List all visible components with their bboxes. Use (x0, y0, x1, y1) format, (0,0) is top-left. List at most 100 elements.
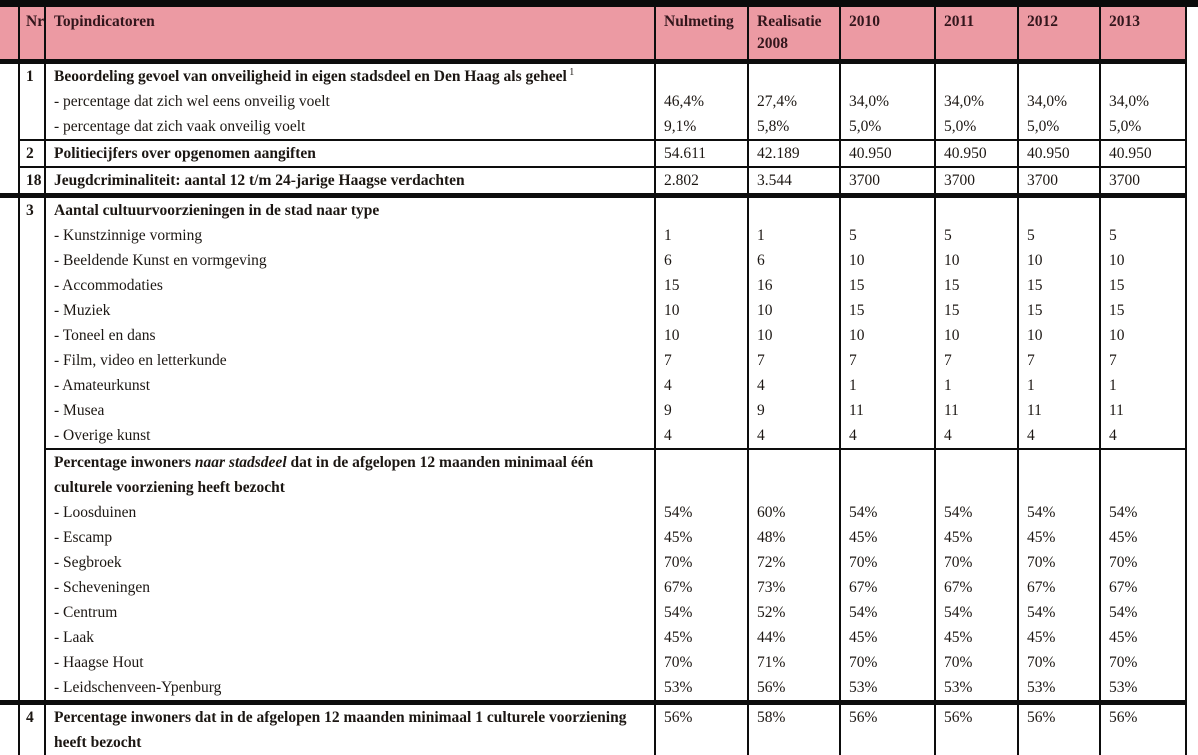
value-line (656, 450, 747, 475)
value-cell: 40.950 (935, 140, 1018, 167)
value-line: 67% (1019, 575, 1099, 600)
value-cell: 3.544 (748, 167, 840, 196)
value-line: 5 (841, 223, 934, 248)
value-cell: 54%45%70%67%54%45%70%53% (655, 449, 748, 703)
value-line: 56% (841, 705, 934, 730)
value-line: 42.189 (749, 141, 839, 166)
indicator-line: - Amateurkunst (46, 373, 654, 398)
value-line: 7 (936, 348, 1017, 373)
indicator-line: Percentage inwoners naar stadsdeel dat i… (46, 450, 654, 475)
value-line: 54% (656, 600, 747, 625)
value-line (1101, 450, 1185, 475)
indicator-phrase: Percentage inwoners (54, 454, 195, 471)
value-line: 54% (841, 600, 934, 625)
value-line: 5,0% (1101, 114, 1185, 139)
indicator-line: culturele voorziening heeft bezocht (46, 475, 654, 500)
value-line: 46,4% (656, 89, 747, 114)
value-line: 7 (1101, 348, 1185, 373)
value-line: 56% (1101, 705, 1185, 730)
value-line: 56% (1019, 705, 1099, 730)
value-line: 15 (1101, 298, 1185, 323)
value-cell: 40.950 (840, 140, 935, 167)
value-line: 53% (1019, 675, 1099, 700)
value-line: 4 (749, 423, 839, 448)
value-cell: 34,0%5,0% (840, 62, 935, 141)
value-cell: 56% (1018, 703, 1100, 755)
value-line: 4 (1101, 423, 1185, 448)
value-line: 70% (1101, 550, 1185, 575)
value-cell: 3700 (935, 167, 1018, 196)
value-line: 70% (936, 550, 1017, 575)
indicator-line: - percentage dat zich vaak onveilig voel… (46, 114, 654, 139)
topindicatoren-table: Nr Topindicatoren Nulmeting Realisatie 2… (0, 7, 1187, 755)
value-cell: 3700 (840, 167, 935, 196)
indicator-line: - Segbroek (46, 550, 654, 575)
value-line: 70% (841, 550, 934, 575)
value-line: 11 (1019, 398, 1099, 423)
value-cell: 34,0%5,0% (1018, 62, 1100, 141)
indicator-line: - Film, video en letterkunde (46, 348, 654, 373)
value-line: 73% (749, 575, 839, 600)
value-line: 1 (1101, 373, 1185, 398)
value-cell: 40.950 (1100, 140, 1186, 167)
value-line (1101, 198, 1185, 223)
row-number-cell: 3 (19, 196, 45, 703)
value-line: 56% (936, 705, 1017, 730)
value-line: 56% (656, 705, 747, 730)
value-line: 15 (656, 273, 747, 298)
value-line: 1 (841, 373, 934, 398)
value-line: 6 (656, 248, 747, 273)
value-line (749, 730, 839, 755)
value-line (656, 198, 747, 223)
value-line: 5 (936, 223, 1017, 248)
value-line: 7 (749, 348, 839, 373)
value-line (841, 730, 934, 755)
value-line: 5 (1019, 223, 1099, 248)
value-line: 3700 (1019, 168, 1099, 193)
value-line: 10 (841, 248, 934, 273)
value-line (1101, 475, 1185, 500)
value-line: 45% (1019, 625, 1099, 650)
value-line (1019, 198, 1099, 223)
value-cell: 42.189 (748, 140, 840, 167)
value-line: 5,0% (1019, 114, 1099, 139)
indicator-line: heeft bezocht (46, 730, 654, 755)
value-cell: 54.611 (655, 140, 748, 167)
value-line: 70% (656, 550, 747, 575)
value-line: 34,0% (841, 89, 934, 114)
indicator-line: - percentage dat zich wel eens onveilig … (46, 89, 654, 114)
value-line (656, 64, 747, 89)
indicator-phrase: dat in de afgelopen 12 maanden minimaal … (287, 454, 594, 471)
value-line (749, 64, 839, 89)
value-line: 45% (936, 525, 1017, 550)
value-line: 56% (749, 675, 839, 700)
value-line: 10 (656, 323, 747, 348)
value-line: 53% (1101, 675, 1185, 700)
footnote-marker: 1 (567, 67, 575, 78)
value-cell: 54%45%70%67%54%45%70%53% (1018, 449, 1100, 703)
indicator-line: - Laak (46, 625, 654, 650)
value-line: 15 (1101, 273, 1185, 298)
value-line: 5,0% (841, 114, 934, 139)
value-line: 53% (841, 675, 934, 700)
value-line (656, 475, 747, 500)
indicator-line: Percentage inwoners dat in de afgelopen … (46, 705, 654, 730)
header-realisatie-2008: Realisatie 2008 (748, 7, 840, 62)
value-line: 45% (841, 525, 934, 550)
value-line: 70% (1019, 650, 1099, 675)
value-line: 1 (1019, 373, 1099, 398)
row-number-cell: 4 (19, 703, 45, 755)
value-line: 45% (841, 625, 934, 650)
value-line: 40.950 (1019, 141, 1099, 166)
indicator-line: Beoordeling gevoel van onveiligheid in e… (46, 64, 654, 89)
value-line (1019, 64, 1099, 89)
value-line (749, 450, 839, 475)
